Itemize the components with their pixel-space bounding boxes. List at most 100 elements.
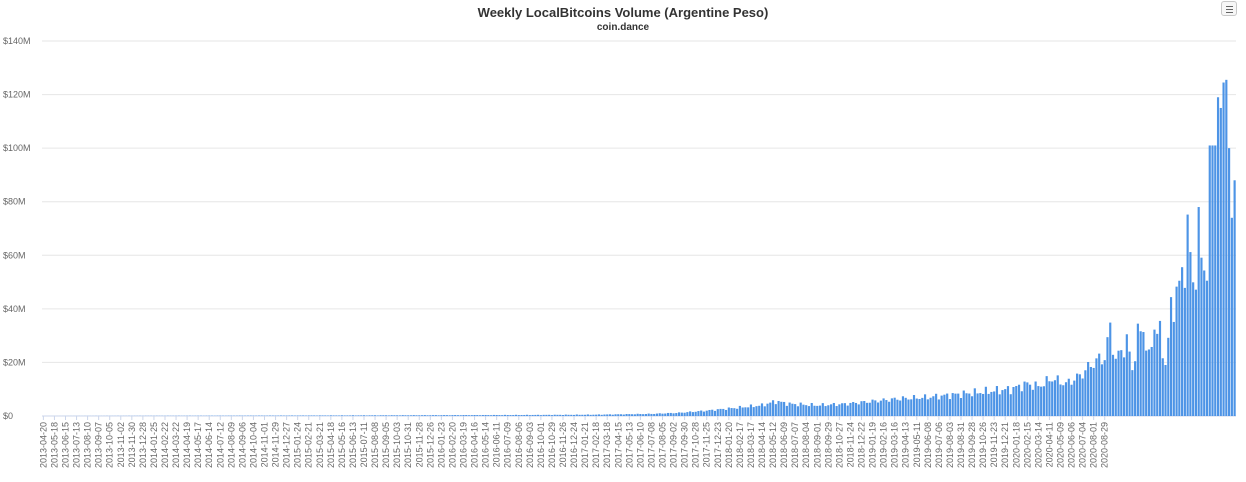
volume-bar[interactable] [830,404,833,416]
volume-bar[interactable] [1169,297,1173,416]
volume-bar[interactable] [1205,280,1209,416]
volume-bar[interactable] [838,404,841,416]
volume-bar[interactable] [379,415,382,416]
volume-bar[interactable] [1125,334,1128,416]
volume-bar[interactable] [401,415,404,416]
volume-bar[interactable] [545,414,548,416]
volume-bar[interactable] [467,415,471,416]
volume-bar[interactable] [501,415,504,416]
volume-bar[interactable] [534,414,537,416]
volume-bar[interactable] [362,415,366,416]
volume-bar[interactable] [481,415,484,416]
volume-bar[interactable] [495,414,498,416]
volume-bar[interactable] [1037,386,1040,416]
volume-bar[interactable] [396,415,399,416]
volume-bar[interactable] [763,406,766,416]
volume-bar[interactable] [1062,385,1065,416]
volume-bar[interactable] [940,395,943,416]
volume-bar[interactable] [539,415,542,416]
volume-bar[interactable] [846,405,849,416]
volume-bar[interactable] [299,415,302,416]
volume-bar[interactable] [794,404,797,416]
volume-bar[interactable] [349,415,352,416]
volume-bar[interactable] [528,415,531,416]
volume-bar[interactable] [802,404,805,416]
volume-bar[interactable] [310,415,313,416]
volume-bar[interactable] [556,414,559,416]
volume-bar[interactable] [1142,332,1145,416]
volume-bar[interactable] [686,412,689,416]
volume-bar[interactable] [824,406,827,416]
volume-bar[interactable] [434,415,437,416]
volume-bar[interactable] [1053,380,1057,416]
volume-bar[interactable] [805,405,808,416]
volume-bar[interactable] [810,402,813,416]
volume-bar[interactable] [885,400,888,416]
volume-bar[interactable] [509,415,512,416]
volume-bar[interactable] [1134,361,1137,416]
volume-bar[interactable] [1225,79,1228,416]
volume-bar[interactable] [722,408,725,416]
volume-bar[interactable] [896,399,899,416]
volume-bar[interactable] [1145,350,1148,416]
volume-bar[interactable] [1216,97,1220,416]
volume-bar[interactable] [561,415,565,416]
volume-bar[interactable] [570,414,573,416]
volume-bar[interactable] [1175,286,1178,416]
volume-bar[interactable] [874,400,877,416]
volume-bar[interactable] [946,393,949,416]
volume-bar[interactable] [766,403,769,416]
volume-bar[interactable] [744,407,747,416]
volume-bar[interactable] [351,415,355,416]
volume-bar[interactable] [935,393,938,416]
volume-bar[interactable] [965,393,968,416]
volume-bar[interactable] [647,413,650,416]
volume-bar[interactable] [437,415,440,416]
volume-bar[interactable] [741,407,744,416]
volume-bar[interactable] [1172,321,1175,416]
volume-bar[interactable] [1136,323,1139,416]
volume-bar[interactable] [1211,145,1214,416]
volume-bar[interactable] [1161,358,1164,416]
volume-bar[interactable] [1181,267,1184,416]
volume-bar[interactable] [771,400,775,416]
volume-bar[interactable] [879,400,882,416]
volume-bar[interactable] [702,411,706,416]
volume-bar[interactable] [1228,148,1231,416]
volume-bar[interactable] [816,405,819,416]
volume-bar[interactable] [672,413,675,416]
volume-bar[interactable] [976,393,979,416]
volume-bar[interactable] [398,415,402,416]
volume-bar[interactable] [537,414,540,416]
volume-bar[interactable] [584,414,587,416]
volume-bar[interactable] [432,415,435,416]
volume-bar[interactable] [1100,364,1104,416]
volume-bar[interactable] [1197,207,1200,416]
volume-bar[interactable] [807,406,811,416]
volume-bar[interactable] [445,415,448,416]
volume-bar[interactable] [678,412,681,416]
volume-bar[interactable] [760,403,764,416]
volume-bar[interactable] [697,411,700,416]
volume-bar[interactable] [1167,337,1170,416]
volume-bar[interactable] [708,409,711,416]
volume-bar[interactable] [890,398,893,416]
volume-bar[interactable] [957,393,960,416]
volume-bar[interactable] [951,393,954,416]
volume-bar[interactable] [899,400,902,416]
volume-bar[interactable] [1051,381,1054,416]
volume-bar[interactable] [506,415,509,416]
volume-bar[interactable] [1114,358,1117,416]
volume-bar[interactable] [1067,378,1070,416]
volume-bar[interactable] [827,405,830,416]
volume-bar[interactable] [849,402,852,416]
volume-bar[interactable] [1186,214,1189,416]
volume-bar[interactable] [711,409,714,416]
volume-bar[interactable] [498,415,501,416]
volume-bar[interactable] [318,415,321,416]
volume-bar[interactable] [738,405,741,416]
volume-bar[interactable] [705,410,708,416]
volume-bar[interactable] [923,394,927,416]
volume-bar[interactable] [479,415,482,416]
volume-bar[interactable] [586,414,589,416]
